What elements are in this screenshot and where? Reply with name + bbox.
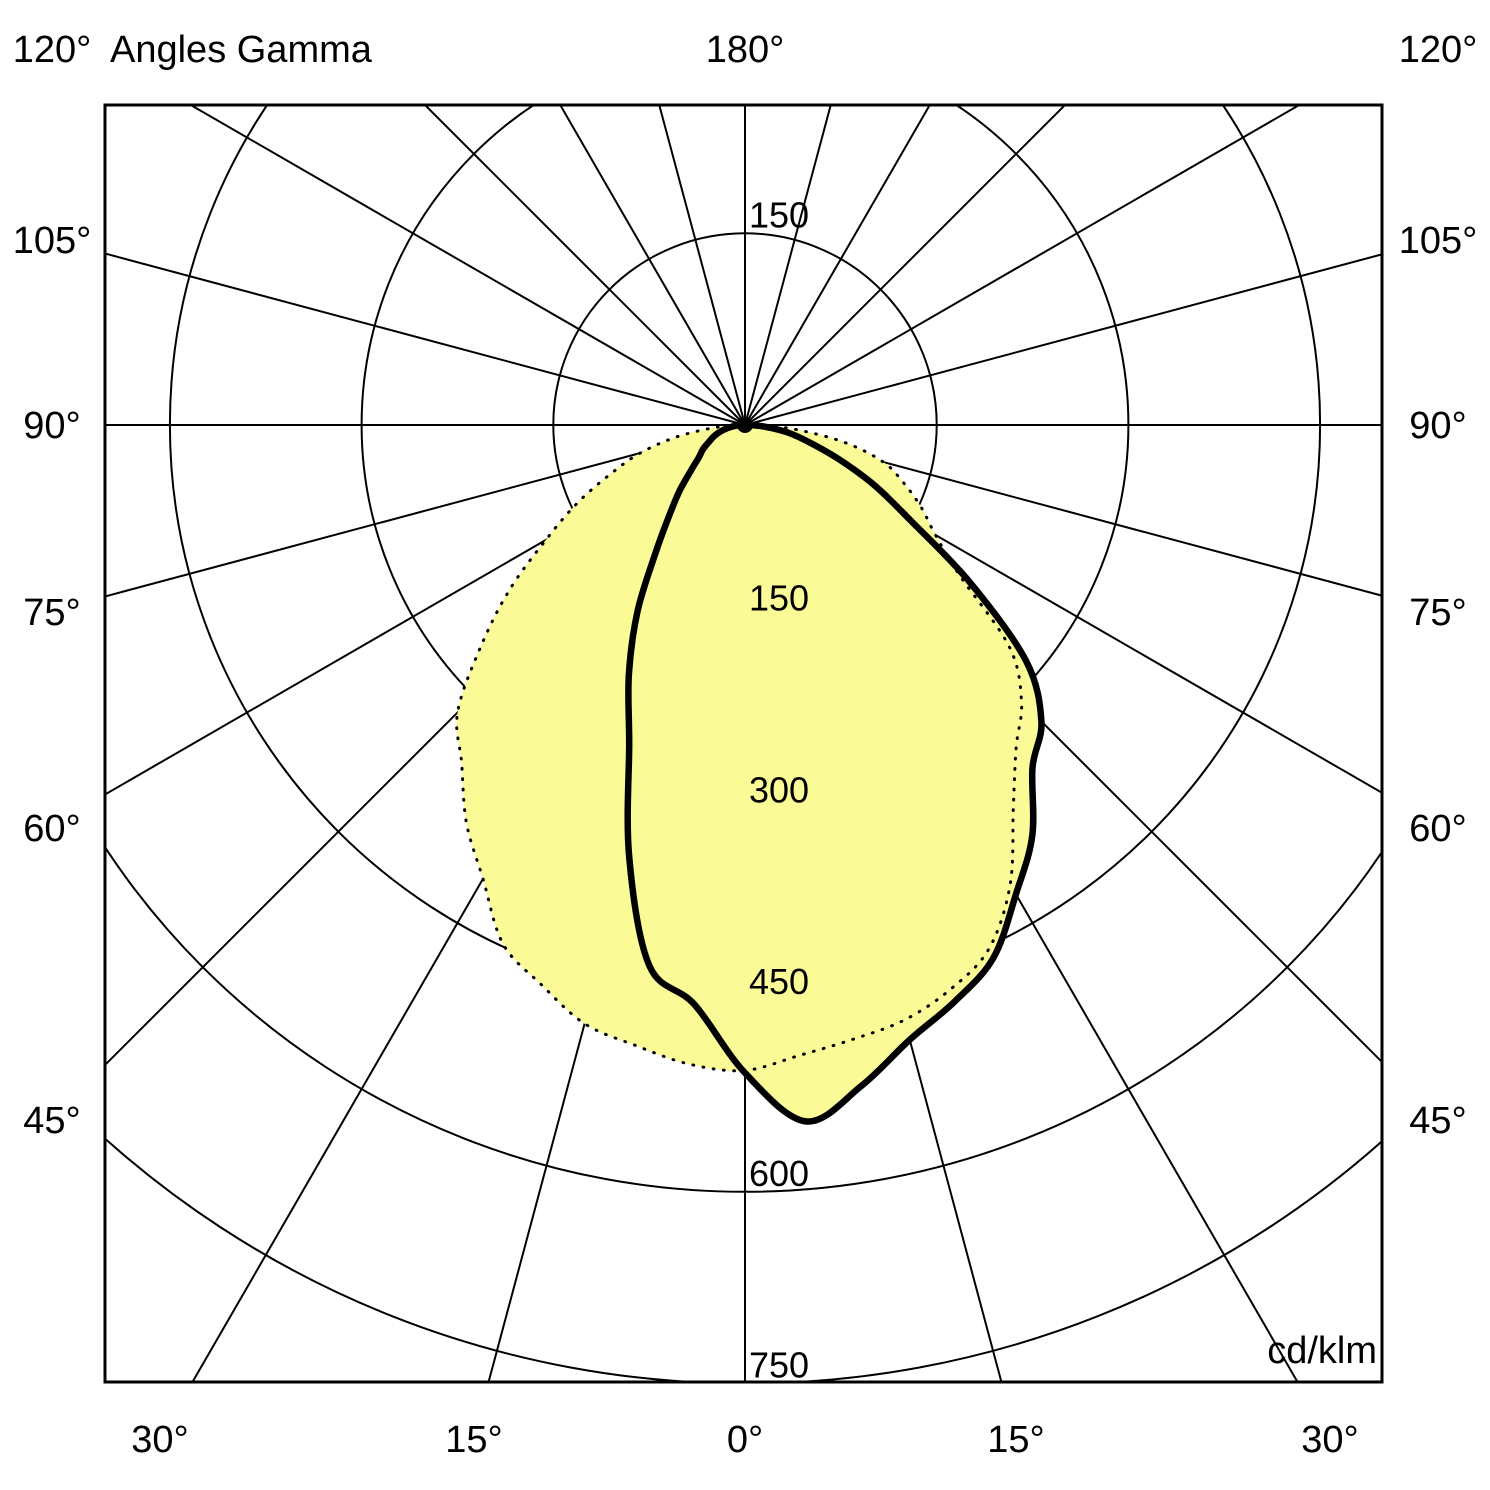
- grid-ray-75: [744, 424, 1382, 597]
- angle-label-left-45: 45°: [23, 1100, 80, 1142]
- angle-label-left-60: 60°: [23, 808, 80, 850]
- grid-ray-165: [744, 105, 832, 426]
- grid-ray-60: [744, 424, 1382, 794]
- angle-label-left-75: 75°: [23, 592, 80, 634]
- grid-ray-105: [744, 253, 1382, 426]
- angle-label-180-top: 180°: [706, 29, 785, 71]
- chart-title: Angles Gamma: [110, 29, 373, 71]
- grid-ray-195: [658, 105, 746, 426]
- ring-label-600: 600: [749, 1153, 809, 1194]
- ring-label-150: 150: [749, 578, 809, 619]
- ring-label-300: 300: [749, 769, 809, 810]
- angle-label-left-105: 105°: [13, 220, 92, 262]
- angle-label-right-75: 75°: [1409, 592, 1466, 634]
- polar-origin-dot: [737, 417, 753, 433]
- angle-label-120-top-left: 120°: [13, 29, 92, 71]
- unit-label: cd/klm: [1267, 1330, 1377, 1372]
- grid-ray-240: [188, 105, 746, 426]
- grid-ray-225: [423, 105, 746, 426]
- angle-label-bottom-3: 15°: [987, 1419, 1044, 1461]
- grid-ray-150: [744, 105, 931, 426]
- angle-label-120-top-right: 120°: [1399, 29, 1478, 71]
- ring-label-750: 750: [749, 1345, 809, 1386]
- angle-label-left-90: 90°: [23, 405, 80, 447]
- ring-label-150-upper: 150: [749, 194, 809, 235]
- angle-label-right-45: 45°: [1409, 1100, 1466, 1142]
- solid-intensity-curve: [624, 421, 1045, 1125]
- angle-label-right-60: 60°: [1409, 808, 1466, 850]
- ring-label-450: 450: [749, 961, 809, 1002]
- angle-label-bottom-0: 30°: [131, 1419, 188, 1461]
- grid-ray-285: [105, 424, 746, 598]
- grid-ray-210: [559, 105, 746, 426]
- angle-label-right-105: 105°: [1399, 220, 1478, 262]
- dotted-intensity-curve: [455, 423, 1024, 1073]
- solid-curve-fill: [627, 425, 1042, 1122]
- angle-label-bottom-4: 30°: [1301, 1419, 1358, 1461]
- plot-border: [103, 103, 1384, 1384]
- grid-ray-300: [105, 424, 746, 796]
- angle-label-bottom-1: 15°: [445, 1419, 502, 1461]
- grid-ray-120: [744, 105, 1302, 426]
- angle-label-bottom-2: 0°: [727, 1419, 763, 1461]
- grid-ray-135: [744, 105, 1067, 426]
- angle-label-right-90: 90°: [1409, 405, 1466, 447]
- grid-ray-255: [105, 252, 746, 426]
